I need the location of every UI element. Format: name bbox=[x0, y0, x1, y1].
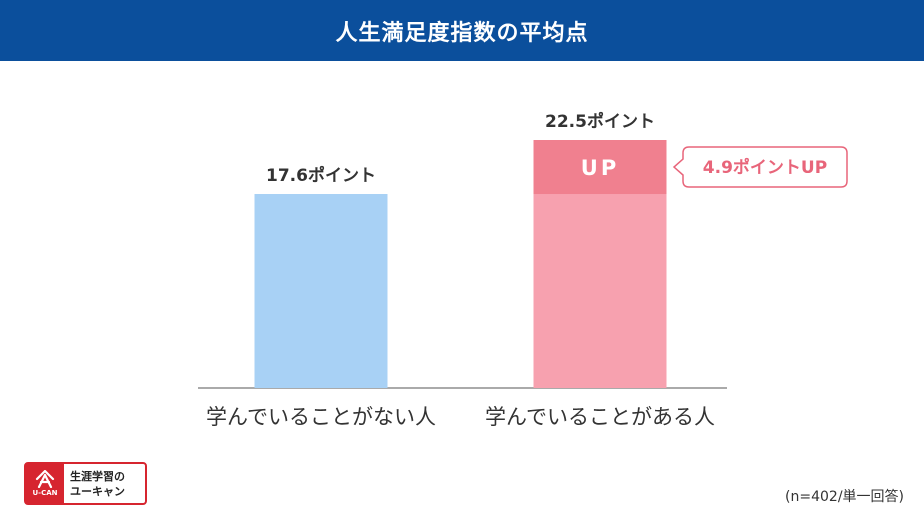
category-label-1: 学んでいることがない人 bbox=[206, 405, 436, 429]
header-bar: 人生満足度指数の平均点 bbox=[0, 0, 924, 61]
bar-1 bbox=[254, 194, 388, 388]
page-title: 人生満足度指数の平均点 bbox=[335, 20, 589, 46]
up-segment bbox=[533, 140, 667, 195]
up-label: UP bbox=[581, 156, 619, 180]
logo-text: 生涯学習の ユーキャン bbox=[64, 464, 145, 503]
value-label-1: 17.6ポイント bbox=[266, 165, 376, 186]
person-icon bbox=[35, 470, 55, 488]
callout-bubble bbox=[672, 146, 848, 188]
logo-line-1: 生涯学習の bbox=[70, 469, 125, 483]
value-label-2: 22.5ポイント bbox=[545, 111, 655, 132]
callout-text: 4.9ポイントUP bbox=[703, 157, 827, 178]
footnote: (n=402/単一回答) bbox=[785, 489, 904, 505]
logo-mark: U-CAN bbox=[26, 464, 64, 503]
logo-mark-text: U-CAN bbox=[32, 489, 58, 497]
category-label-2: 学んでいることがある人 bbox=[485, 405, 715, 429]
logo-line-2: ユーキャン bbox=[70, 484, 125, 498]
ucan-logo: U-CAN 生涯学習の ユーキャン bbox=[24, 462, 147, 505]
